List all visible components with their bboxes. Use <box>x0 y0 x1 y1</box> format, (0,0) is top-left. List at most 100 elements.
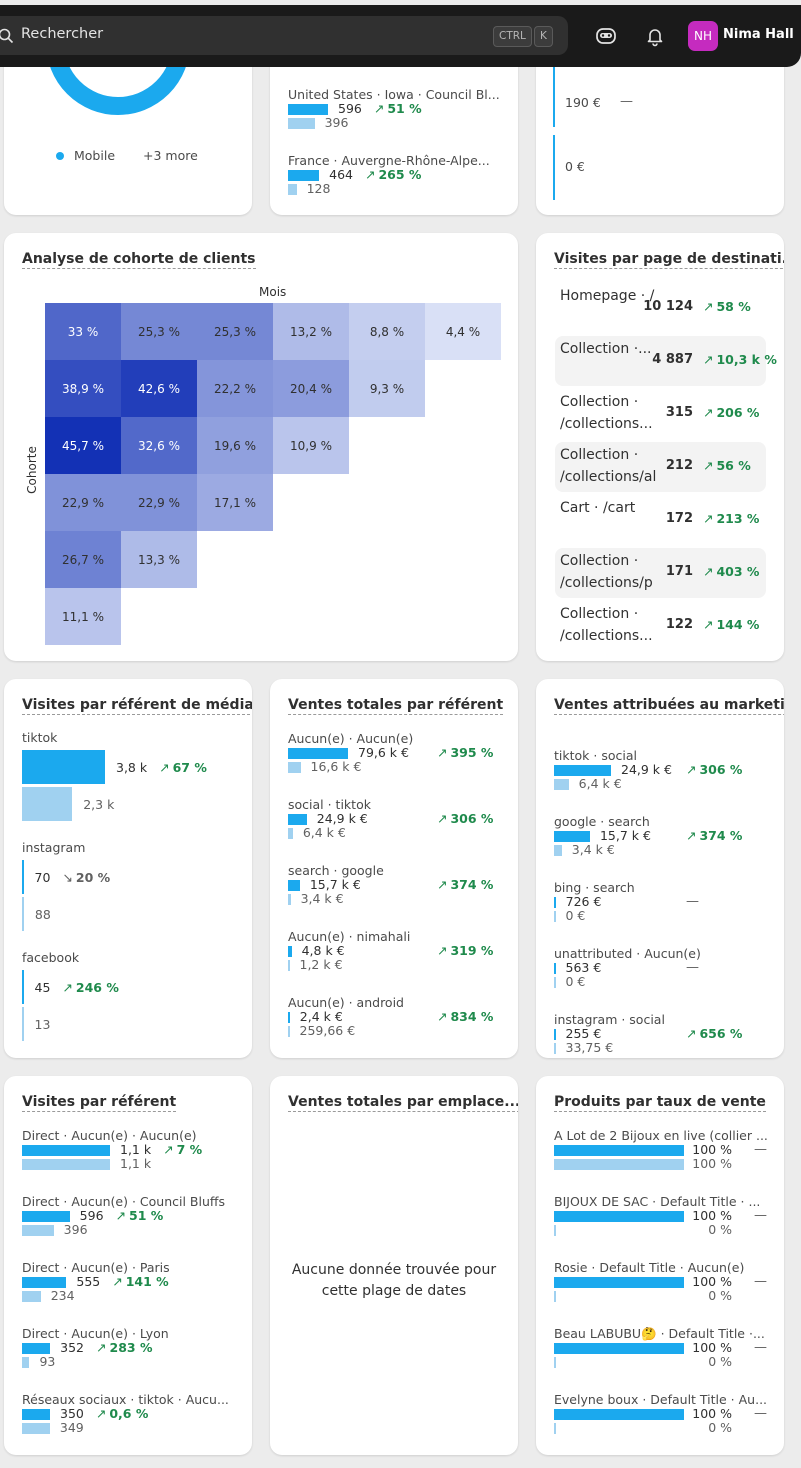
current-value: 726 € <box>565 894 602 909</box>
card: Ventes totales par emplace... Aucune donn… <box>270 1076 518 1455</box>
page-label: Cart · /cart <box>560 500 636 516</box>
page-label: Homepage · / <box>560 288 655 304</box>
current-value: 596 <box>79 1208 104 1223</box>
heat-cell: 4,4 % <box>425 303 501 360</box>
change-none: — <box>754 1208 767 1223</box>
value-row: 350 ↗ 0,6 % <box>60 1406 148 1421</box>
heat-cell: 22,9 % <box>121 474 197 531</box>
change-arrow: ↗ <box>703 511 714 526</box>
previous-value: 234 <box>50 1288 75 1303</box>
bell-icon[interactable] <box>644 25 666 47</box>
current-value: 24,9 k € <box>621 762 672 777</box>
change: ↗ 144 % <box>703 617 759 632</box>
previous-bar <box>554 1291 556 1302</box>
change: ↗ 206 % <box>703 405 759 420</box>
current-bar <box>554 765 611 776</box>
heat-cell: 25,3 % <box>121 303 197 360</box>
current-value: 100 % <box>692 1340 732 1355</box>
previous-bar <box>22 1357 30 1368</box>
value-row: 596 ↗ 51 % <box>338 101 422 116</box>
heat-cell: 13,3 % <box>121 531 197 588</box>
card-title: Produits par taux de vente <box>554 1094 766 1112</box>
item-label: Direct · Aucun(e) · Aucun(e) <box>22 1128 197 1143</box>
current-bar <box>288 170 320 181</box>
change-label: 395 % <box>450 745 494 760</box>
item-label: United States · Iowa · Council Bl... <box>288 87 500 102</box>
page-label: Collection · /collections/all <box>560 447 657 485</box>
change-label: 656 % <box>699 1026 743 1041</box>
previous-bar <box>288 762 301 773</box>
change: ↘ 20 % <box>62 870 110 885</box>
heat-label: 10,9 % <box>290 438 332 453</box>
change-label: 834 % <box>450 1009 494 1024</box>
item-label: social · tiktok <box>288 797 371 812</box>
page-visits: 10 124 <box>643 299 693 314</box>
heat-label: 8,8 % <box>369 324 405 339</box>
current-bar <box>554 1277 684 1288</box>
axis-line <box>553 67 555 127</box>
user-name[interactable]: Nima Hall <box>723 27 794 42</box>
heat-label: 25,3 % <box>138 324 180 339</box>
change-arrow: ↗ <box>365 167 376 182</box>
change-label: 306 % <box>699 762 743 777</box>
card-title: Ventes attribuées au marketi... <box>554 697 784 715</box>
avatar[interactable]: NH <box>688 21 718 51</box>
change-label: 306 % <box>450 811 494 826</box>
value-row: 3,8 k ↗ 67 % <box>116 760 207 775</box>
previous-bar <box>554 911 556 922</box>
change-arrow: ↗ <box>686 1026 697 1041</box>
change-label: 403 % <box>716 564 760 579</box>
current-value: 555 <box>76 1274 101 1289</box>
axis-label: 0 € <box>565 159 585 174</box>
change-label: 20 % <box>75 870 111 885</box>
item-label: Aucun(e) · android <box>288 995 404 1010</box>
legend-dot <box>56 152 64 160</box>
heat-cell: 10,9 % <box>273 417 349 474</box>
page-label: Collection · /collections... <box>560 606 653 644</box>
previous-value: 0 € <box>565 974 586 989</box>
previous-bar <box>288 960 290 971</box>
empty-message: Aucune donnée trouvée pour cette plage d… <box>291 1262 497 1299</box>
change-label: 206 % <box>716 405 760 420</box>
search-box[interactable]: Rechercher CTRL K <box>0 16 568 55</box>
heat-label: 22,9 % <box>62 495 104 510</box>
assistant-icon[interactable] <box>595 25 617 47</box>
previous-bar <box>22 1225 54 1236</box>
legend-label: Mobile <box>74 148 116 163</box>
item-label: Aucun(e) · nimahali <box>288 929 411 944</box>
change-arrow: ↗ <box>159 760 170 775</box>
change-label: 0,6 % <box>109 1406 149 1421</box>
top-bar: Rechercher CTRL K NH Nima Hall <box>0 5 801 67</box>
change-none: — <box>686 894 699 909</box>
previous-bar <box>554 1159 684 1170</box>
change-arrow: ↗ <box>112 1274 123 1289</box>
current-value: 464 <box>329 167 353 182</box>
page-visits: 172 <box>665 511 693 526</box>
change: ↗ 374 % <box>686 828 742 843</box>
current-value: 100 % <box>692 1406 732 1421</box>
previous-value: 0 % <box>708 1420 732 1435</box>
heat-cell: 45,7 % <box>45 417 121 474</box>
current-bar <box>554 1145 684 1156</box>
previous-value: 349 <box>59 1420 84 1435</box>
change: ↗ 141 % <box>112 1274 168 1289</box>
previous-bar <box>554 1225 556 1236</box>
current-bar <box>554 1409 684 1420</box>
change-none: — <box>686 960 699 975</box>
item-label: Réseaux sociaux · tiktok · Aucu... <box>22 1392 229 1407</box>
previous-value: 100 % <box>692 1156 732 1171</box>
current-bar <box>554 1029 556 1040</box>
current-value: 100 % <box>692 1208 732 1223</box>
heat-cell: 20,4 % <box>273 360 349 417</box>
value-row: 1,1 k ↗ 7 % <box>120 1142 202 1157</box>
item-label: bing · search <box>554 880 635 895</box>
current-bar <box>554 897 556 908</box>
change-arrow: ↗ <box>437 1009 448 1024</box>
value-row: 70 ↘ 20 % <box>35 870 111 885</box>
item-label: Rosie · Default Title · Aucun(e) <box>554 1260 745 1275</box>
heat-cell: 9,3 % <box>349 360 425 417</box>
legend-more[interactable]: +3 more <box>143 148 198 163</box>
change-label: 319 % <box>450 943 494 958</box>
previous-value: 3,4 k € <box>571 842 615 857</box>
item-label: Direct · Aucun(e) · Paris <box>22 1260 170 1275</box>
